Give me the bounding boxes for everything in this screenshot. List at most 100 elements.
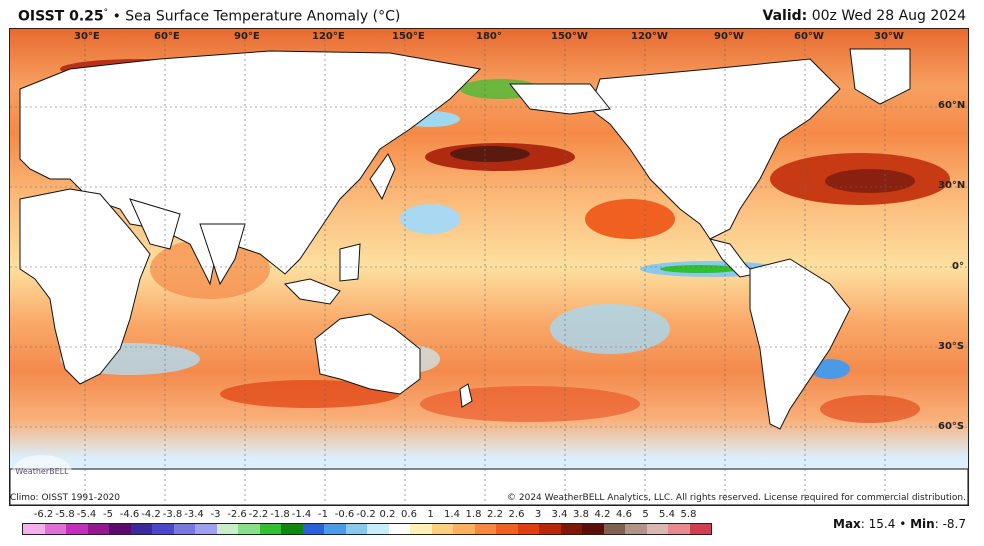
lon-label-150w: 150°W (551, 31, 588, 42)
legend-swatch (87, 524, 109, 534)
legend-tick-label: -0.6 (334, 509, 355, 520)
legend-tick-label: -5 (103, 509, 113, 520)
lat-label-30n: 30°N (938, 180, 966, 191)
lat-label-60s: 60°S (938, 421, 965, 432)
legend-swatch (560, 524, 582, 534)
legend-swatch (603, 524, 625, 534)
legend-tick-label: -1.8 (270, 509, 290, 520)
lon-label-180: 180° (476, 31, 502, 42)
legend-tick-label: 0.6 (401, 509, 417, 520)
lon-label-60e: 60°E (154, 31, 180, 42)
legend-tick-label: -4.2 (141, 509, 161, 520)
legend-swatch (474, 524, 496, 534)
legend-swatch (646, 524, 668, 534)
legend-tick-label: -6.2 (33, 509, 54, 520)
lon-label-60w: 60°W (794, 31, 824, 42)
header: OISST 0.25° • Sea Surface Temperature An… (0, 0, 984, 30)
product-name: OISST 0.25 (18, 8, 104, 25)
legend-tick-label: -0.2 (356, 509, 376, 520)
lon-label-120e: 120°E (312, 31, 345, 42)
lon-label-150e: 150°E (392, 31, 425, 42)
weatherbell-logo: WeatherBELL (12, 455, 72, 489)
sst-anomaly-map: 30°E 60°E 90°E 120°E 150°E 180° 150°W 12… (9, 28, 969, 506)
legend-tick-label: 5.4 (659, 509, 675, 520)
legend-tick-label: 3.4 (551, 509, 568, 520)
title-bullet: • (112, 8, 121, 25)
legend-swatch (517, 524, 539, 534)
legend-color-bar (22, 523, 712, 535)
legend-tick-label: 4.6 (616, 509, 632, 520)
legend-tick-label: 3 (534, 509, 542, 520)
legend-swatch (238, 524, 260, 534)
min-label: Min (910, 517, 935, 531)
valid-value: 00z Wed 28 Aug 2024 (811, 8, 966, 24)
max-label: Max (833, 517, 861, 531)
legend-tick-label: -3.4 (184, 509, 204, 520)
legend-tick-label: -1.4 (291, 509, 312, 520)
legend-swatch (173, 524, 195, 534)
min-value: -8.7 (942, 517, 966, 531)
legend-swatch (324, 524, 346, 534)
legend-swatch (539, 524, 561, 534)
lon-label-30w: 30°W (874, 31, 904, 42)
legend-swatch (281, 524, 303, 534)
legend-swatch (302, 524, 324, 534)
maxmin-bullet: • (899, 517, 907, 531)
legend-tick-label: 2.6 (508, 509, 525, 520)
lat-label-30s: 30°S (938, 341, 965, 352)
lon-label-90e: 90°E (234, 31, 260, 42)
legend-tick-label: -5.4 (76, 509, 97, 520)
graticule (10, 29, 968, 505)
legend-swatch (431, 524, 453, 534)
legend-swatch (668, 524, 690, 534)
legend-swatch (216, 524, 238, 534)
legend-swatch (367, 524, 389, 534)
lon-label-120w: 120°W (631, 31, 668, 42)
legend-swatch (496, 524, 518, 534)
color-legend: -6.2 -5.8 -5.4 -5 -4.6 -4.2 -3.8 -3.4 -3 -2.6 -2.2… (12, 509, 712, 545)
max-value: 15.4 (868, 517, 896, 531)
valid-label: Valid: (762, 8, 808, 24)
legend-swatch (453, 524, 475, 534)
legend-tick-label: 5.8 (680, 509, 697, 520)
legend-tick-label: 3.8 (573, 509, 589, 520)
legend-tick-label: -2.2 (248, 509, 269, 520)
lat-label-60n: 60°N (938, 100, 966, 111)
legend-swatch (625, 524, 647, 534)
legend-swatch (582, 524, 604, 534)
legend-swatch (689, 524, 711, 534)
lon-label-30e: 30°E (74, 31, 100, 42)
legend-swatch (345, 524, 367, 534)
legend-tick-label: 1 (427, 509, 434, 520)
lat-label-equator: 0° (952, 261, 964, 272)
legend-swatch (23, 524, 45, 534)
legend-tick-label: 1.8 (465, 509, 482, 520)
title-description: Sea Surface Temperature Anomaly (°C) (125, 8, 401, 25)
legend-swatch (66, 524, 88, 534)
legend-swatch (410, 524, 432, 534)
legend-swatch (152, 524, 174, 534)
legend-tick-label: -1 (318, 509, 328, 520)
legend-swatch (130, 524, 152, 534)
legend-tick-label: 1.4 (444, 509, 460, 520)
land-masses (10, 48, 968, 505)
legend-tick-label: -4.6 (119, 509, 140, 520)
legend-swatch (109, 524, 131, 534)
legend-tick-label: 4.2 (594, 509, 611, 520)
map-canvas (10, 29, 968, 505)
lon-label-90w: 90°W (714, 31, 744, 42)
legend-tick-label: -5.8 (55, 509, 75, 520)
max-min-readout: Max: 15.4 • Min: -8.7 (833, 517, 966, 531)
legend-swatch (195, 524, 217, 534)
copyright-note: © 2024 WeatherBELL Analytics, LLC. All r… (507, 493, 966, 503)
legend-tick-label: -3.8 (162, 509, 183, 520)
legend-tick-label: -3 (210, 509, 221, 520)
climo-note: Climo: OISST 1991-2020 (10, 493, 121, 503)
legend-tick-label: 2.2 (487, 509, 503, 520)
map-title: OISST 0.25° • Sea Surface Temperature An… (18, 8, 400, 25)
legend-swatch (388, 524, 410, 534)
legend-swatch (259, 524, 281, 534)
legend-tick-label: -2.6 (227, 509, 247, 520)
valid-time: Valid: 00z Wed 28 Aug 2024 (763, 8, 966, 24)
degree-sign: ° (103, 8, 109, 18)
